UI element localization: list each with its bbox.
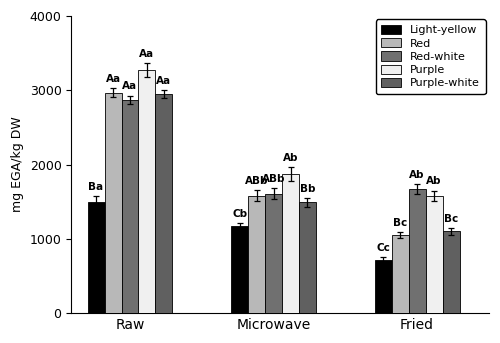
Text: Bc: Bc — [444, 214, 458, 224]
Text: Bc: Bc — [393, 218, 407, 228]
Text: Ab: Ab — [410, 170, 425, 180]
Bar — [104, 93, 122, 313]
Text: Cb: Cb — [232, 209, 247, 219]
Text: Ab: Ab — [283, 153, 298, 163]
Text: Cc: Cc — [376, 243, 390, 253]
Text: Aa: Aa — [106, 74, 120, 84]
Y-axis label: mg EGA/kg DW: mg EGA/kg DW — [11, 117, 24, 212]
Bar — [265, 193, 282, 313]
Bar — [248, 196, 265, 313]
Bar — [374, 260, 392, 313]
Text: Ab: Ab — [426, 176, 442, 187]
Bar — [88, 202, 104, 313]
Bar — [138, 70, 156, 313]
Bar — [122, 100, 138, 313]
Bar — [156, 94, 172, 313]
Bar — [442, 232, 460, 313]
Bar — [408, 189, 426, 313]
Text: ABb: ABb — [245, 176, 268, 186]
Legend: Light-yellow, Red, Red-white, Purple, Purple-white: Light-yellow, Red, Red-white, Purple, Pu… — [376, 20, 486, 94]
Text: ABb: ABb — [262, 174, 285, 184]
Text: Aa: Aa — [140, 49, 154, 59]
Bar — [282, 174, 299, 313]
Bar — [392, 235, 408, 313]
Text: Bb: Bb — [300, 184, 315, 194]
Text: Aa: Aa — [122, 81, 138, 92]
Bar — [299, 202, 316, 313]
Text: Aa: Aa — [156, 76, 172, 86]
Bar — [426, 196, 442, 313]
Text: Ba: Ba — [88, 182, 104, 192]
Bar — [231, 226, 248, 313]
